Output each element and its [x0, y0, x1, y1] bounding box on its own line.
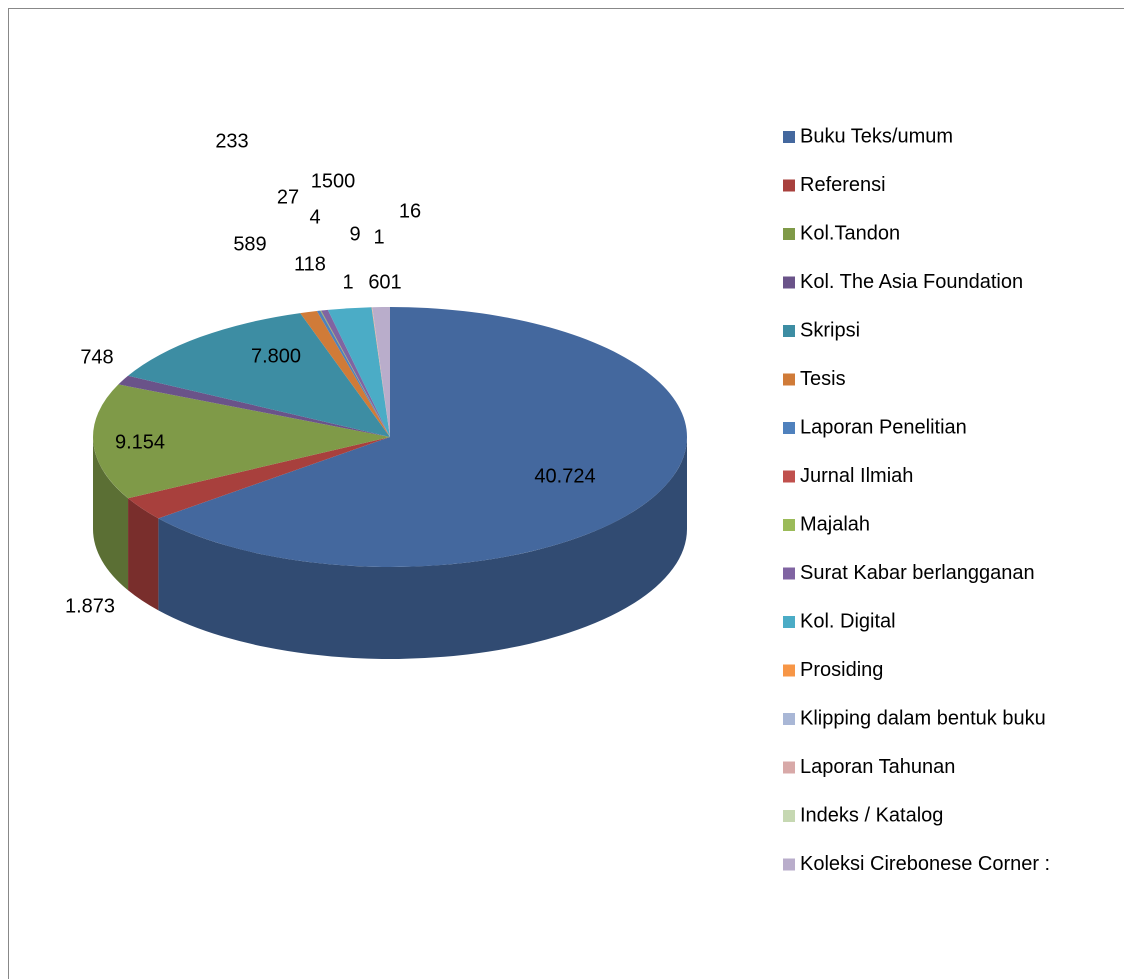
pie-slice: [320, 310, 390, 437]
legend-swatch: [783, 373, 795, 386]
legend-label: Tesis: [800, 368, 846, 390]
data-label: 9.154: [115, 431, 165, 453]
legend-label: Kol. The Asia Foundation: [800, 271, 1023, 293]
legend-swatch: [783, 131, 795, 143]
data-label: 27: [277, 186, 299, 208]
legend-swatch: [783, 810, 795, 822]
legend-swatch: [783, 858, 795, 871]
legend-label: Buku Teks/umum: [800, 125, 953, 147]
data-label: 7.800: [251, 345, 301, 367]
data-label: 601: [368, 271, 401, 293]
pie-slice: [158, 307, 688, 567]
legend-label: Prosiding: [800, 659, 883, 681]
data-label: 118: [294, 253, 326, 275]
data-label: 1.873: [65, 595, 115, 617]
pie-slice: [128, 313, 390, 437]
pie-slice: [118, 375, 390, 437]
legend-swatch: [783, 179, 795, 192]
data-label: 16: [399, 200, 421, 222]
legend-swatch: [783, 325, 795, 337]
legend-swatch: [783, 616, 795, 628]
pie-slice: [321, 309, 390, 437]
legend-label: Skripsi: [800, 319, 860, 341]
legend-swatch: [783, 422, 795, 434]
data-label: 1500: [311, 170, 356, 192]
pie-side: [128, 498, 159, 611]
data-label: 589: [233, 233, 266, 255]
pie-slice: [300, 311, 390, 437]
pie-slice: [92, 384, 390, 499]
legend-label: Indeks / Katalog: [800, 804, 943, 826]
legend-swatch: [783, 761, 795, 774]
pie-slice: [371, 307, 390, 437]
legend-label: Jurnal Ilmiah: [800, 465, 913, 487]
legend-swatch: [783, 228, 795, 240]
pie-slice: [372, 307, 390, 437]
legend-swatch: [783, 664, 795, 677]
legend-label: Majalah: [800, 513, 870, 535]
data-label: 233: [215, 130, 248, 152]
pie-side: [158, 437, 688, 659]
legend-swatch: [783, 567, 795, 580]
data-label: 1: [342, 271, 353, 293]
pie-slice: [371, 307, 390, 437]
legend-swatch: [783, 713, 795, 725]
data-label: 1: [373, 226, 384, 248]
legend-label: Koleksi Cirebonese Corner :: [800, 853, 1050, 875]
legend-swatch: [783, 470, 795, 483]
legend-label: Laporan Tahunan: [800, 756, 955, 778]
legend-label: Referensi: [800, 174, 886, 196]
legend-label: Kol.Tandon: [800, 222, 900, 244]
legend-swatch: [783, 276, 795, 289]
pie-slice: [327, 307, 390, 437]
pie-side: [93, 437, 129, 591]
pie-slice: [372, 307, 390, 437]
pie-slice: [316, 310, 390, 437]
data-label: 40.724: [534, 465, 595, 487]
legend-label: Surat Kabar berlangganan: [800, 562, 1035, 584]
data-label: 4: [309, 206, 320, 228]
legend-label: Laporan Penelitian: [800, 416, 967, 438]
pie-slice: [128, 437, 390, 519]
legend-swatch: [783, 519, 795, 531]
pie-slice: [371, 307, 390, 437]
pie-slice: [320, 310, 390, 437]
legend-label: Kol. Digital: [800, 610, 896, 632]
legend-label: Klipping dalam bentuk buku: [800, 707, 1046, 729]
data-label: 748: [80, 346, 113, 368]
data-label: 9: [349, 223, 360, 245]
